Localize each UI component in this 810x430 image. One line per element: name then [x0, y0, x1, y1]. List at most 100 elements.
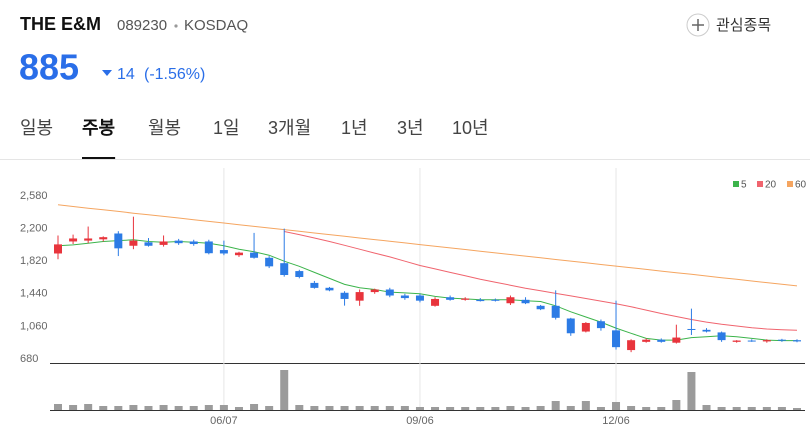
volume-bar	[536, 406, 545, 410]
legend-swatch	[757, 181, 763, 187]
volume-bar	[99, 406, 108, 410]
candle-body	[732, 340, 741, 342]
candle-body	[596, 321, 605, 329]
volume-bar	[189, 406, 198, 410]
volume-bar	[642, 407, 651, 410]
candle-body	[536, 305, 545, 310]
candle-body	[99, 237, 108, 240]
candle-body	[114, 233, 123, 249]
x-tick-label: 06/07	[210, 415, 238, 427]
legend-label: 5	[741, 180, 747, 191]
chart: 680 1,060 1,440 1,820 2,200 2,580 06/07 09/06 12…	[20, 168, 807, 427]
x-tick-label: 12/06	[602, 415, 630, 427]
volume-bar	[672, 400, 681, 410]
volume-bar	[461, 407, 470, 410]
candle-body	[566, 318, 575, 334]
candle-body	[385, 289, 394, 296]
volume-bar	[310, 406, 319, 410]
watch-label[interactable]: 관심종목	[716, 17, 771, 34]
tab[interactable]: 3개월	[268, 118, 311, 138]
candle-body	[747, 340, 756, 342]
moving-average-line	[57, 204, 798, 287]
y-tick-label: 2,580	[20, 190, 48, 202]
candle-body	[280, 263, 289, 276]
candle-body	[174, 240, 183, 244]
volume-bar	[566, 406, 575, 410]
market: KOSDAQ	[184, 17, 248, 34]
volume-bar	[551, 401, 560, 410]
tab[interactable]: 주봉	[82, 118, 115, 138]
volume-bar	[415, 407, 424, 410]
candle-body	[325, 287, 334, 291]
moving-average-line	[284, 231, 798, 331]
tab[interactable]: 3년	[397, 118, 424, 138]
candle-body	[581, 322, 590, 332]
candle-body	[491, 299, 500, 301]
volume-bar	[506, 406, 515, 410]
candle-body	[476, 299, 485, 302]
y-tick-label: 1,820	[20, 255, 48, 267]
volume-bar	[325, 406, 334, 410]
volume-bar	[777, 407, 786, 410]
volume-bar	[446, 407, 455, 410]
volume-bar	[340, 406, 349, 410]
stock-name: THE E&M	[20, 14, 101, 34]
candle-body	[461, 298, 470, 300]
tab[interactable]: 1년	[341, 118, 368, 138]
volume-bar	[250, 404, 259, 410]
candle-body	[642, 339, 651, 342]
candle-body	[777, 339, 786, 341]
volume-bar	[702, 405, 711, 410]
volume-bar	[219, 405, 228, 410]
change: 14	[117, 66, 135, 83]
candle-body	[129, 240, 138, 246]
candle-body	[551, 305, 560, 318]
legend-label: 60	[795, 180, 807, 191]
tab[interactable]: 월봉	[148, 118, 181, 138]
candle-body	[204, 241, 213, 254]
watch-button[interactable]: 관심종목	[686, 13, 771, 37]
x-tick-label: 09/06	[406, 415, 434, 427]
volume-bar	[762, 407, 771, 410]
legend-label: 20	[765, 180, 777, 191]
volume-bar	[491, 407, 500, 410]
candle-body	[370, 289, 379, 293]
tab[interactable]: 1일	[213, 118, 240, 138]
price: 885	[19, 47, 79, 88]
candle-body	[69, 238, 78, 242]
volume-bar	[793, 408, 801, 410]
candle-body	[250, 252, 259, 258]
volume-bar	[114, 406, 123, 410]
volume-bar	[234, 407, 243, 410]
y-tick-label: 2,200	[20, 223, 48, 235]
y-tick-label: 680	[20, 353, 38, 365]
candle-body	[54, 244, 62, 254]
volume-bar	[627, 406, 636, 410]
candle-body	[506, 297, 515, 304]
candle-body	[762, 340, 771, 342]
candle-body	[431, 298, 440, 306]
candle-body	[657, 339, 666, 342]
volume-bar	[84, 404, 93, 410]
tab[interactable]: 일봉	[20, 118, 53, 138]
candle-body	[521, 299, 530, 304]
volume-bar	[431, 407, 440, 410]
candle-body	[234, 252, 243, 256]
candle-body	[687, 328, 696, 330]
candle-body	[415, 295, 424, 301]
candle-body	[84, 238, 93, 241]
candle-body	[702, 329, 711, 332]
volume-bar	[385, 406, 394, 410]
candle-body	[295, 271, 304, 277]
volume-bar	[159, 405, 168, 410]
down-arrow	[102, 70, 112, 76]
candle-body	[612, 330, 621, 348]
candle-body	[159, 241, 168, 245]
tab[interactable]: 10년	[452, 118, 489, 138]
change-pct: (-1.56%)	[144, 66, 205, 83]
candle-body	[310, 282, 319, 288]
candle-body	[793, 340, 801, 342]
volume-bar	[69, 405, 78, 410]
y-tick-label: 1,060	[20, 320, 48, 332]
volume-bar	[355, 406, 364, 410]
